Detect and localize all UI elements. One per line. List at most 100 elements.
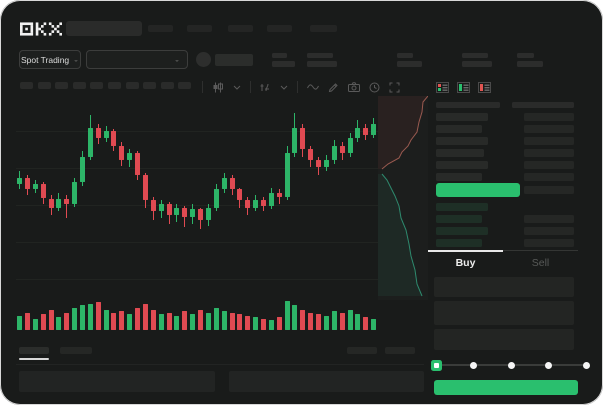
order-book-ask-row[interactable] bbox=[428, 160, 578, 170]
nav-item[interactable] bbox=[148, 25, 173, 32]
ask-amount-bar bbox=[524, 149, 574, 157]
pencil-icon[interactable] bbox=[328, 82, 339, 93]
search-input[interactable] bbox=[66, 21, 142, 36]
grid-line bbox=[16, 131, 378, 132]
slider-stop[interactable] bbox=[507, 361, 515, 369]
bottom-tab-active[interactable] bbox=[19, 347, 49, 354]
volume-bar bbox=[323, 315, 329, 330]
volume-bar bbox=[95, 302, 101, 330]
timeframe-button[interactable] bbox=[90, 82, 104, 89]
timeframe-button[interactable] bbox=[72, 82, 86, 89]
timeframe-button[interactable] bbox=[20, 82, 33, 89]
volume-bar bbox=[111, 312, 117, 330]
ask-amount-bar bbox=[524, 173, 574, 181]
candle-body bbox=[268, 193, 274, 206]
order-book-ask-row[interactable] bbox=[428, 148, 578, 158]
bid-amount-bar bbox=[524, 239, 574, 247]
slider-handle-center bbox=[433, 362, 439, 368]
order-book-ask-row[interactable] bbox=[428, 136, 578, 146]
tab-sell[interactable]: Sell bbox=[531, 257, 550, 269]
order-book-bid-row[interactable] bbox=[428, 226, 578, 236]
order-book-bid-row[interactable] bbox=[428, 238, 578, 248]
total-input[interactable] bbox=[434, 329, 574, 350]
chevron-down-icon[interactable] bbox=[280, 85, 288, 90]
divider bbox=[202, 81, 203, 93]
bid-amount-bar bbox=[524, 215, 574, 223]
tabbar-divider bbox=[428, 250, 578, 251]
candle-body bbox=[142, 174, 148, 201]
bid-price-bar bbox=[436, 203, 488, 211]
candle-body bbox=[355, 127, 361, 139]
candle-style-icon[interactable] bbox=[212, 82, 224, 93]
volume-bar bbox=[205, 312, 211, 330]
indicators-icon[interactable] bbox=[260, 82, 271, 93]
nav-item[interactable] bbox=[228, 25, 253, 32]
buy-submit-button[interactable] bbox=[434, 380, 578, 395]
bottom-tab-2[interactable] bbox=[60, 347, 92, 354]
ask-price-bar bbox=[436, 137, 488, 145]
ask-price-bar bbox=[436, 161, 488, 169]
price-input[interactable] bbox=[434, 277, 574, 297]
candle-body bbox=[127, 153, 133, 161]
order-book-bid-row[interactable] bbox=[428, 202, 578, 212]
bid-price-bar bbox=[436, 239, 482, 247]
volume-bar bbox=[331, 311, 337, 330]
bid-price-bar bbox=[436, 227, 488, 235]
order-book-ask-row[interactable] bbox=[428, 124, 578, 134]
stat-value bbox=[462, 61, 492, 67]
timeframe-button[interactable] bbox=[55, 82, 69, 89]
ask-amount-bar bbox=[524, 137, 574, 145]
nav-item[interactable] bbox=[267, 25, 292, 32]
divider bbox=[297, 81, 298, 93]
volume-bar bbox=[245, 315, 251, 330]
candlestick-chart[interactable] bbox=[16, 98, 378, 292]
timeframe-button[interactable] bbox=[143, 82, 157, 89]
timeframe-button[interactable] bbox=[160, 82, 174, 89]
grid-line bbox=[16, 242, 378, 243]
candle-body bbox=[64, 198, 70, 204]
timeframe-button[interactable] bbox=[108, 82, 121, 89]
slider-stop[interactable] bbox=[545, 361, 552, 369]
pair-selector[interactable]: ⌄ bbox=[86, 50, 188, 69]
wave-icon[interactable] bbox=[307, 83, 319, 91]
candle-body bbox=[166, 203, 172, 215]
slider-stop[interactable] bbox=[470, 361, 477, 369]
order-book-bid-row[interactable] bbox=[428, 214, 578, 224]
volume-bar bbox=[158, 314, 164, 330]
book-bids-icon[interactable] bbox=[457, 82, 470, 93]
ask-amount-bar bbox=[524, 125, 574, 133]
grid-line bbox=[16, 279, 378, 280]
candle-body bbox=[56, 198, 62, 208]
bottom-action-1[interactable] bbox=[347, 347, 377, 354]
camera-icon[interactable] bbox=[348, 82, 360, 92]
book-asks-icon[interactable] bbox=[478, 82, 491, 93]
volume-bar bbox=[80, 305, 85, 330]
bottom-action-2[interactable] bbox=[385, 347, 415, 354]
slider-handle[interactable] bbox=[430, 359, 442, 371]
candle-body bbox=[331, 145, 337, 161]
timeframe-button[interactable] bbox=[37, 82, 51, 89]
nav-item[interactable] bbox=[310, 25, 337, 32]
slider-stop[interactable] bbox=[582, 361, 590, 369]
volume-bar bbox=[127, 314, 133, 330]
timeframe-button[interactable] bbox=[178, 82, 192, 89]
tab-buy[interactable]: Buy bbox=[455, 257, 476, 269]
clock-icon[interactable] bbox=[369, 82, 380, 93]
amount-input[interactable] bbox=[434, 301, 574, 325]
expand-icon[interactable] bbox=[389, 82, 400, 93]
stat-label bbox=[272, 53, 287, 58]
candle-body bbox=[48, 198, 54, 208]
volume-bar bbox=[213, 308, 219, 330]
nav-item[interactable] bbox=[187, 25, 212, 32]
market-type-selector[interactable]: Spot Trading ⌄ bbox=[19, 50, 81, 69]
market-type-label: Spot Trading bbox=[20, 54, 70, 65]
order-book-ask-row[interactable] bbox=[428, 112, 578, 122]
timeframe-button[interactable] bbox=[125, 82, 139, 89]
book-both-icon[interactable] bbox=[436, 82, 449, 93]
candle-body bbox=[190, 209, 196, 217]
candle-body bbox=[135, 153, 140, 175]
order-book-ask-row[interactable] bbox=[428, 172, 578, 182]
volume-bar bbox=[292, 305, 298, 330]
chevron-down-icon[interactable] bbox=[233, 85, 241, 90]
